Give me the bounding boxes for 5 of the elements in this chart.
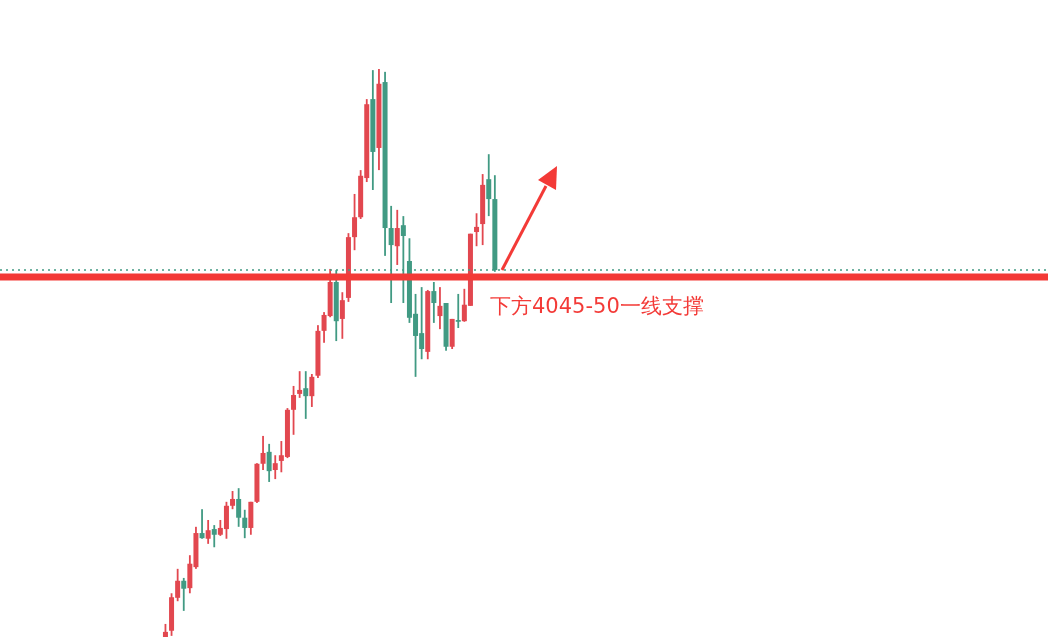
ref-line-label: 下方4045-50一线支撑 — [490, 293, 704, 318]
candlestick — [297, 371, 303, 398]
candlestick — [455, 293, 461, 329]
candlestick — [199, 509, 205, 539]
candlestick — [303, 371, 309, 419]
